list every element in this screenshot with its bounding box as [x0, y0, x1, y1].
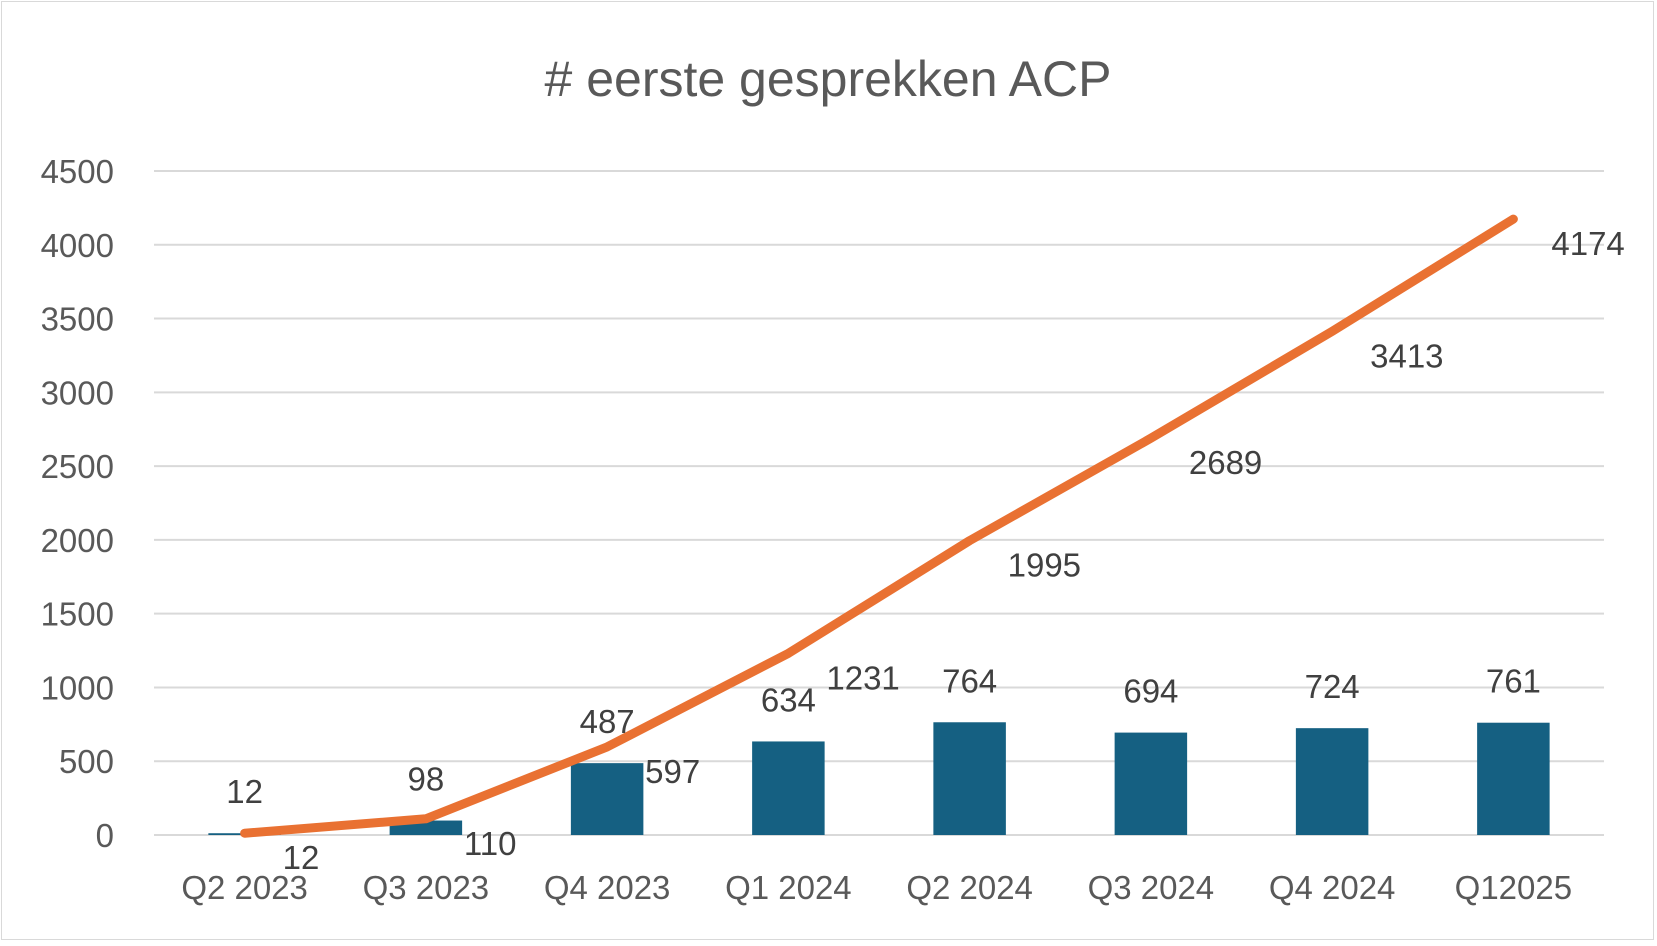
bar [933, 722, 1006, 835]
bar [1114, 732, 1188, 835]
y-tick-label: 3000 [41, 374, 114, 411]
x-tick-label: Q12025 [1455, 869, 1572, 906]
chart-title: # eerste gesprekken ACP [545, 51, 1112, 107]
bar [752, 741, 825, 835]
line-data-label: 12 [283, 839, 320, 876]
bar-data-label: 724 [1305, 668, 1360, 705]
line-data-label: 4174 [1551, 225, 1624, 262]
y-tick-label: 2500 [41, 448, 114, 485]
bar-data-label: 634 [761, 681, 816, 718]
bar [570, 763, 644, 835]
y-tick-label: 1000 [41, 669, 114, 706]
series-line [240, 214, 1518, 838]
y-tick-label: 1500 [41, 596, 114, 633]
x-tick-label: Q3 2024 [1088, 869, 1215, 906]
gridlines [154, 170, 1604, 836]
bar-data-label: 764 [942, 662, 997, 699]
line-data-label: 597 [645, 753, 700, 790]
bar-series [208, 722, 1550, 835]
bar-data-label: 98 [408, 761, 445, 798]
data-labels: 12 98 487 634 764 694 724 761 12 110 597 1231 1995 26… [226, 225, 1625, 876]
x-tick-label: Q3 2023 [363, 869, 490, 906]
line-data-label: 1231 [826, 659, 899, 696]
bar [1295, 728, 1369, 835]
x-tick-label: Q4 2023 [544, 869, 671, 906]
y-tick-label: 4500 [41, 153, 114, 190]
bar-data-label: 694 [1123, 673, 1178, 710]
y-tick-label: 0 [96, 817, 114, 854]
x-tick-label: Q1 2024 [725, 869, 852, 906]
x-tick-label: Q4 2024 [1269, 869, 1396, 906]
x-tick-label: Q2 2024 [906, 869, 1033, 906]
line-series [240, 214, 1518, 838]
y-tick-label: 2000 [41, 522, 114, 559]
line-data-label: 2689 [1189, 444, 1262, 481]
y-axis-ticks: 0 500 1000 1500 2000 2500 3000 3500 4000 4500 [41, 153, 114, 854]
x-tick-label: Q2 2023 [181, 869, 308, 906]
y-tick-label: 3500 [41, 301, 114, 338]
bar-data-label: 12 [226, 773, 263, 810]
bar [1477, 722, 1550, 835]
line-data-label: 1995 [1008, 547, 1081, 584]
x-axis-ticks: Q2 2023 Q3 2023 Q4 2023 Q1 2024 Q2 2024 Q3 20… [181, 869, 1572, 906]
y-tick-label: 500 [59, 743, 114, 780]
line-data-label: 110 [464, 825, 517, 862]
bar-data-label: 487 [580, 703, 635, 740]
line-data-label: 3413 [1370, 337, 1443, 374]
bar-data-label: 761 [1486, 663, 1541, 700]
y-tick-label: 4000 [41, 227, 114, 264]
